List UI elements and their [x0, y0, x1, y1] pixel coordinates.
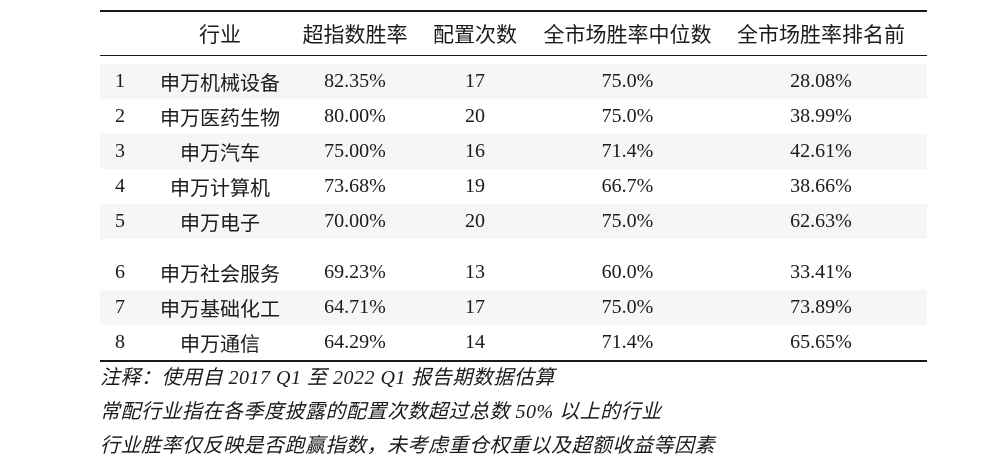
alloc-count-cell: 20	[465, 105, 485, 127]
market-median-cell: 75.0%	[601, 210, 654, 232]
alloc-count-cell: 17	[465, 296, 485, 318]
spacer-cell	[100, 55, 927, 64]
industry-cell: 申万医药生物	[160, 108, 280, 130]
note-line: 常配行业指在各季度披露的配置次数超过总数 50% 以上的行业	[100, 401, 662, 423]
excess-win-rate-cell: 75.00%	[324, 140, 386, 162]
rank-cell: 2	[115, 105, 125, 127]
table-row: 3 申万汽车 75.00% 16 71.4% 42.61%	[100, 134, 927, 169]
market-median-cell: 75.0%	[601, 296, 654, 318]
alloc-count-cell: 14	[465, 331, 485, 353]
header-row: 行业 超指数胜率 配置次数 全市场胜率中位数 全市场胜率排名前	[100, 11, 927, 56]
market-median-cell: 71.4%	[601, 331, 654, 353]
industry-cell: 申万汽车	[180, 143, 260, 165]
alloc-count-cell: 17	[465, 70, 485, 92]
market-rank-cell: 38.66%	[790, 175, 852, 197]
market-rank-cell: 62.63%	[790, 210, 852, 232]
market-median-cell: 71.4%	[601, 140, 654, 162]
note-line: 行业胜率仅反映是否跑赢指数，未考虑重仓权重以及超额收益等因素	[100, 435, 715, 457]
table-row: 2 申万医药生物 80.00% 20 75.0% 38.99%	[100, 99, 927, 134]
table-row: 5 申万电子 70.00% 20 75.0% 62.63%	[100, 204, 927, 239]
excess-win-rate-cell: 64.71%	[324, 296, 386, 318]
rank-cell: 1	[115, 70, 125, 92]
rank-cell: 5	[115, 210, 125, 232]
market-rank-cell: 42.61%	[790, 140, 852, 162]
spacer-row	[100, 239, 927, 255]
market-rank-cell: 73.89%	[790, 296, 852, 318]
industry-cell: 申万通信	[180, 334, 260, 356]
industry-winrate-table: 行业 超指数胜率 配置次数 全市场胜率中位数 全市场胜率排名前 1 申万机械设备 8…	[100, 10, 927, 362]
header-rank	[100, 11, 140, 56]
market-rank-cell: 28.08%	[790, 70, 852, 92]
market-rank-cell: 33.41%	[790, 261, 852, 283]
table-row: 8 申万通信 64.29% 14 71.4% 65.65%	[100, 325, 927, 361]
rank-cell: 3	[115, 140, 125, 162]
alloc-count-cell: 19	[465, 175, 485, 197]
industry-cell: 申万计算机	[170, 178, 270, 200]
excess-win-rate-cell: 64.29%	[324, 331, 386, 353]
rank-cell: 7	[115, 296, 125, 318]
header-market-median: 全市场胜率中位数	[540, 11, 715, 56]
market-median-cell: 60.0%	[601, 261, 654, 283]
industry-cell: 申万机械设备	[160, 73, 280, 95]
header-market-rank-top: 全市场胜率排名前	[715, 11, 927, 56]
note-line: 注释：使用自 2017 Q1 至 2022 Q1 报告期数据估算	[100, 367, 555, 389]
header-alloc-count: 配置次数	[410, 11, 540, 56]
market-median-cell: 75.0%	[601, 70, 654, 92]
header-industry: 行业	[140, 11, 300, 56]
notes: 注释：使用自 2017 Q1 至 2022 Q1 报告期数据估算常配行业指在各季…	[100, 361, 715, 463]
spacer-cell	[100, 239, 927, 255]
alloc-count-cell: 16	[465, 140, 485, 162]
rank-cell: 6	[115, 261, 125, 283]
table-header: 行业 超指数胜率 配置次数 全市场胜率中位数 全市场胜率排名前	[100, 11, 927, 56]
table-row: 1 申万机械设备 82.35% 17 75.0% 28.08%	[100, 64, 927, 99]
rank-cell: 8	[115, 331, 125, 353]
data-table: 行业 超指数胜率 配置次数 全市场胜率中位数 全市场胜率排名前 1 申万机械设备 8…	[100, 10, 927, 362]
market-median-cell: 66.7%	[601, 175, 654, 197]
alloc-count-cell: 13	[465, 261, 485, 283]
industry-cell: 申万基础化工	[160, 299, 280, 321]
industry-cell: 申万电子	[180, 213, 260, 235]
table-row: 7 申万基础化工 64.71% 17 75.0% 73.89%	[100, 290, 927, 325]
table-row: 6 申万社会服务 69.23% 13 60.0% 33.41%	[100, 255, 927, 290]
excess-win-rate-cell: 69.23%	[324, 261, 386, 283]
industry-cell: 申万社会服务	[160, 264, 280, 286]
alloc-count-cell: 20	[465, 210, 485, 232]
market-rank-cell: 38.99%	[790, 105, 852, 127]
table-row: 4 申万计算机 73.68% 19 66.7% 38.66%	[100, 169, 927, 204]
excess-win-rate-cell: 73.68%	[324, 175, 386, 197]
header-excess-win-rate: 超指数胜率	[300, 11, 410, 56]
excess-win-rate-cell: 80.00%	[324, 105, 386, 127]
spacer-row	[100, 55, 927, 64]
market-median-cell: 75.0%	[601, 105, 654, 127]
market-rank-cell: 65.65%	[790, 331, 852, 353]
rank-cell: 4	[115, 175, 125, 197]
excess-win-rate-cell: 70.00%	[324, 210, 386, 232]
excess-win-rate-cell: 82.35%	[324, 70, 386, 92]
table-body: 1 申万机械设备 82.35% 17 75.0% 28.08% 2 申万医药生物 80.00% 2…	[100, 55, 927, 362]
